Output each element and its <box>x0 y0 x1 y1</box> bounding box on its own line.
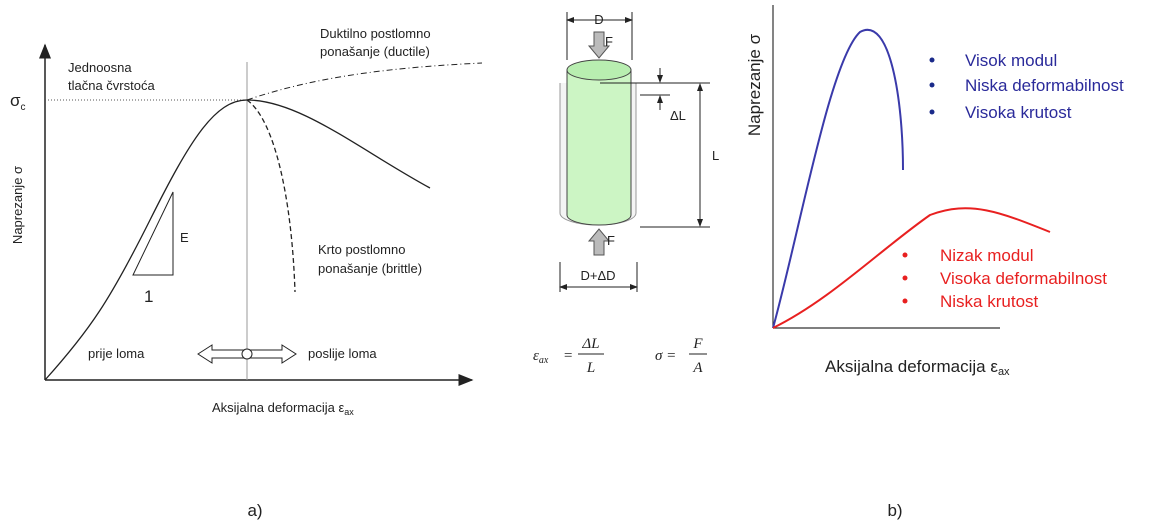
stress-den: A <box>692 360 703 376</box>
strength-label: tlačna čvrstoća <box>68 78 155 93</box>
stress-strain-curve <box>44 99 431 381</box>
caption: b) <box>887 501 902 520</box>
brittle-label: ponašanje (brittle) <box>318 261 422 276</box>
x-axis-label: Aksijalna deformacija εax <box>825 357 1010 378</box>
f-top: F <box>605 34 613 49</box>
strain-num: ΔL <box>581 336 599 352</box>
force-arrow <box>587 228 611 256</box>
sigma: σ <box>10 91 21 110</box>
brittle-curve <box>246 99 296 293</box>
eps: ε <box>533 348 539 364</box>
sigma-sub: c <box>21 102 26 113</box>
bullet <box>902 275 908 281</box>
force-arrow <box>587 31 611 59</box>
soft-curve <box>772 207 1051 329</box>
bullet <box>902 252 908 258</box>
eps-sub: ax <box>539 355 549 366</box>
strain-symbol: εax <box>533 348 549 366</box>
x-axis-label: Aksijalna deformacija εax <box>212 400 354 417</box>
stiff-item: Visok modul <box>965 51 1057 70</box>
stress-lhs: σ = <box>655 348 676 364</box>
equals: = <box>563 348 573 364</box>
stiff-item: Niska deformabilnost <box>965 76 1124 95</box>
f-bottom: F <box>607 233 615 248</box>
x-sub: ax <box>344 407 354 417</box>
modulus-triangle <box>132 191 174 276</box>
caption: a) <box>247 501 262 520</box>
modulus-label: E <box>180 230 189 245</box>
before-failure: prije loma <box>88 346 145 361</box>
after-failure: poslije loma <box>308 346 377 361</box>
failure-point <box>241 348 253 360</box>
x-sub: ax <box>998 366 1010 378</box>
strength-label: Jednoosna <box>68 60 132 75</box>
panel-b: Naprezanje σ Visok modul Niska deformabi… <box>745 5 1124 520</box>
bullet <box>929 57 935 63</box>
sigma-c: σc <box>10 91 26 113</box>
soft-item: Nizak modul <box>940 246 1034 265</box>
stiff-item: Visoka krutost <box>965 103 1072 122</box>
unit-label: 1 <box>144 287 153 306</box>
bullet <box>929 109 935 115</box>
strain-den: L <box>586 360 595 376</box>
y-axis-label: Naprezanje σ <box>745 33 764 136</box>
brittle-label: Krto postlomno <box>318 242 405 257</box>
ductile-curve <box>246 62 483 101</box>
cylinder <box>566 69 632 226</box>
dd-label: D+ΔD <box>580 268 615 283</box>
d-label: D <box>594 12 603 27</box>
x-label: Aksijalna deformacija ε <box>212 400 344 415</box>
bullet <box>902 298 908 304</box>
dl-label: ΔL <box>670 108 686 123</box>
stress-num: F <box>692 336 703 352</box>
l-label: L <box>712 148 719 163</box>
soft-item: Niska krutost <box>940 292 1039 311</box>
y-axis-label: Naprezanje σ <box>10 166 25 244</box>
panel-a: σc Jednoosna tlačna čvrstoća Duktilno po… <box>10 26 483 520</box>
ductile-label: Duktilno postlomno <box>320 26 431 41</box>
bullet <box>929 82 935 88</box>
cylinder-top <box>566 59 632 81</box>
soft-item: Visoka deformabilnost <box>940 269 1107 288</box>
stiff-curve <box>772 28 904 329</box>
specimen: D F F ΔL L D+ΔD εax = ΔL L σ = F A <box>533 12 719 376</box>
ductile-label: ponašanje (ductile) <box>320 44 430 59</box>
x-label: Aksijalna deformacija ε <box>825 357 998 376</box>
